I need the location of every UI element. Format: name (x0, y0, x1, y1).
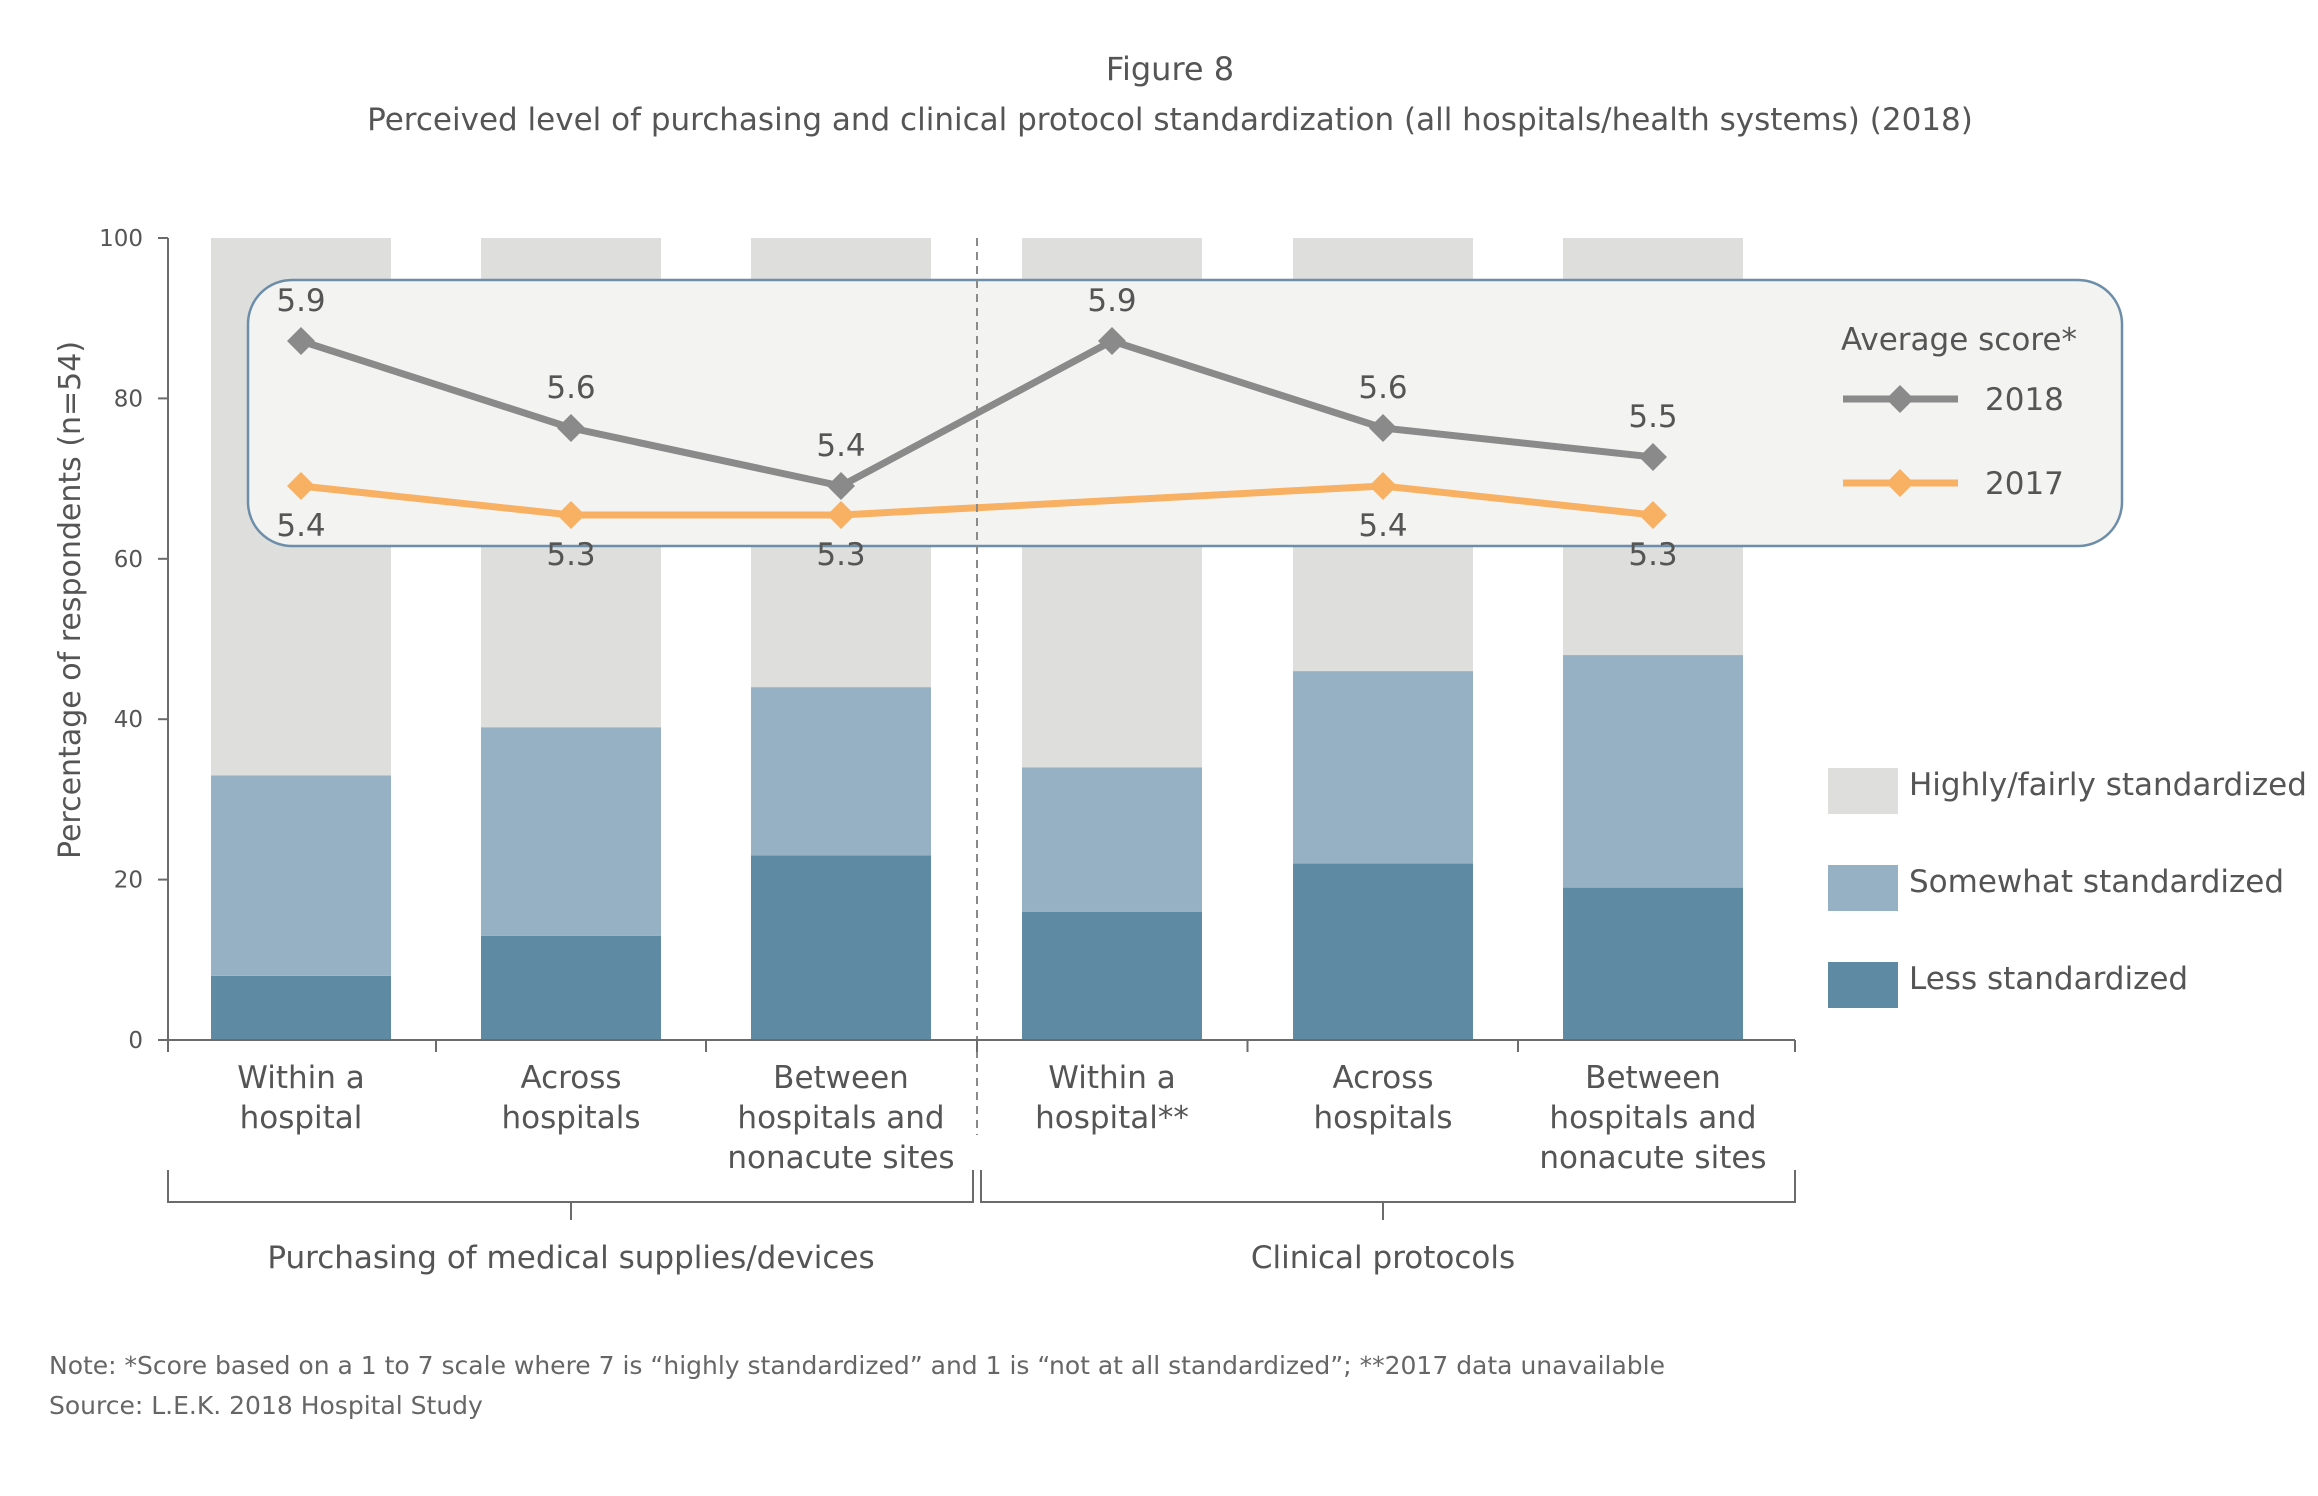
score-2018-value-label: 5.5 (1628, 399, 1677, 435)
legend-swatch-somewhat (1828, 865, 1898, 911)
score-2018-marker (287, 327, 315, 355)
score-legend-swatch-marker (1886, 469, 1914, 497)
score-2018-marker (1369, 414, 1397, 442)
score-2017-value-label: 5.4 (1358, 508, 1407, 544)
score-legend-title: Average score* (1841, 322, 2077, 358)
score-2018-value-label: 5.9 (1087, 283, 1136, 319)
score-legend-swatch-marker (1886, 385, 1914, 413)
bar-somewhat-6 (1563, 655, 1743, 888)
category-label-2: Across hospitals (502, 1060, 641, 1136)
y-tick-label: 20 (114, 868, 143, 894)
category-label-5: Across hospitals (1314, 1060, 1453, 1136)
legend-label-less: Less standardized (1909, 961, 2188, 997)
score-2018-marker (1639, 443, 1667, 471)
bar-somewhat-1 (211, 775, 391, 976)
y-axis-label: Percentage of respondents (n=54) (53, 341, 88, 859)
score-2018-value-label: 5.9 (276, 283, 325, 319)
bar-somewhat-3 (751, 687, 931, 856)
bar-less-1 (211, 975, 391, 1040)
group-bracket-1 (167, 1170, 974, 1220)
score-2017-marker (1639, 501, 1667, 529)
category-label-3: Between hospitals and nonacute sites (727, 1060, 954, 1176)
y-tick-label: 60 (114, 547, 143, 573)
category-label-4: Within a hospital** (1035, 1060, 1189, 1136)
footnote: Note: *Score based on a 1 to 7 scale whe… (49, 1351, 1665, 1380)
score-2017-marker (1369, 472, 1397, 500)
score-2018-marker (1098, 327, 1126, 355)
score-2017-marker (557, 501, 585, 529)
score-2018-value-label: 5.6 (1358, 370, 1407, 406)
score-2018-marker (827, 472, 855, 500)
bar-less-2 (481, 935, 661, 1040)
score-2017-marker (287, 472, 315, 500)
legend: Highly/fairly standardized Somewhat stand… (1828, 767, 2307, 1008)
axes: 0 20 40 60 80 100 Within a hospital Across hospit… (99, 226, 1796, 1276)
bar-less-5 (1293, 863, 1473, 1040)
bar-somewhat-2 (481, 727, 661, 936)
category-label-6: Between hospitals and nonacute sites (1539, 1060, 1766, 1176)
category-label-1: Within a hospital (237, 1060, 365, 1136)
figure-label: Figure 8 (1106, 50, 1234, 88)
score-2017-value-label: 5.4 (276, 508, 325, 544)
y-tick-label: 40 (114, 707, 143, 733)
y-tick-label: 0 (128, 1028, 143, 1054)
chart-title: Perceived level of purchasing and clinic… (367, 102, 1973, 138)
legend-swatch-highly (1828, 768, 1898, 814)
score-panel-frame (246, 278, 2124, 548)
score-legend-label: 2018 (1985, 382, 2064, 418)
score-2017-marker (827, 501, 855, 529)
group-label-2: Clinical protocols (1251, 1240, 1515, 1276)
group-label-1: Purchasing of medical supplies/devices (267, 1240, 874, 1276)
bar-less-4 (1022, 911, 1202, 1040)
y-tick-label: 80 (114, 386, 143, 412)
score-2018-marker (557, 414, 585, 442)
score-2018-value-label: 5.4 (816, 428, 865, 464)
source-note: Source: L.E.K. 2018 Hospital Study (49, 1391, 483, 1420)
score-2018-value-label: 5.6 (546, 370, 595, 406)
bar-less-6 (1563, 887, 1743, 1040)
bar-somewhat-5 (1293, 671, 1473, 864)
legend-label-somewhat: Somewhat standardized (1909, 864, 2284, 900)
score-2017-value-label: 5.3 (1628, 537, 1677, 573)
bar-less-3 (751, 855, 931, 1040)
legend-swatch-less (1828, 962, 1898, 1008)
score-legend-label: 2017 (1985, 466, 2064, 502)
score-2017-value-label: 5.3 (816, 537, 865, 573)
legend-label-highly: Highly/fairly standardized (1909, 767, 2307, 803)
score-2017-value-label: 5.3 (546, 537, 595, 573)
y-tick-label: 100 (99, 226, 143, 252)
bar-somewhat-4 (1022, 767, 1202, 912)
score-panel: 5.9 5.6 5.4 5.9 5.6 5.5 5.4 5.3 5.3 5.4 5.3 Average… (246, 278, 2124, 573)
group-bracket-2 (980, 1170, 1796, 1220)
